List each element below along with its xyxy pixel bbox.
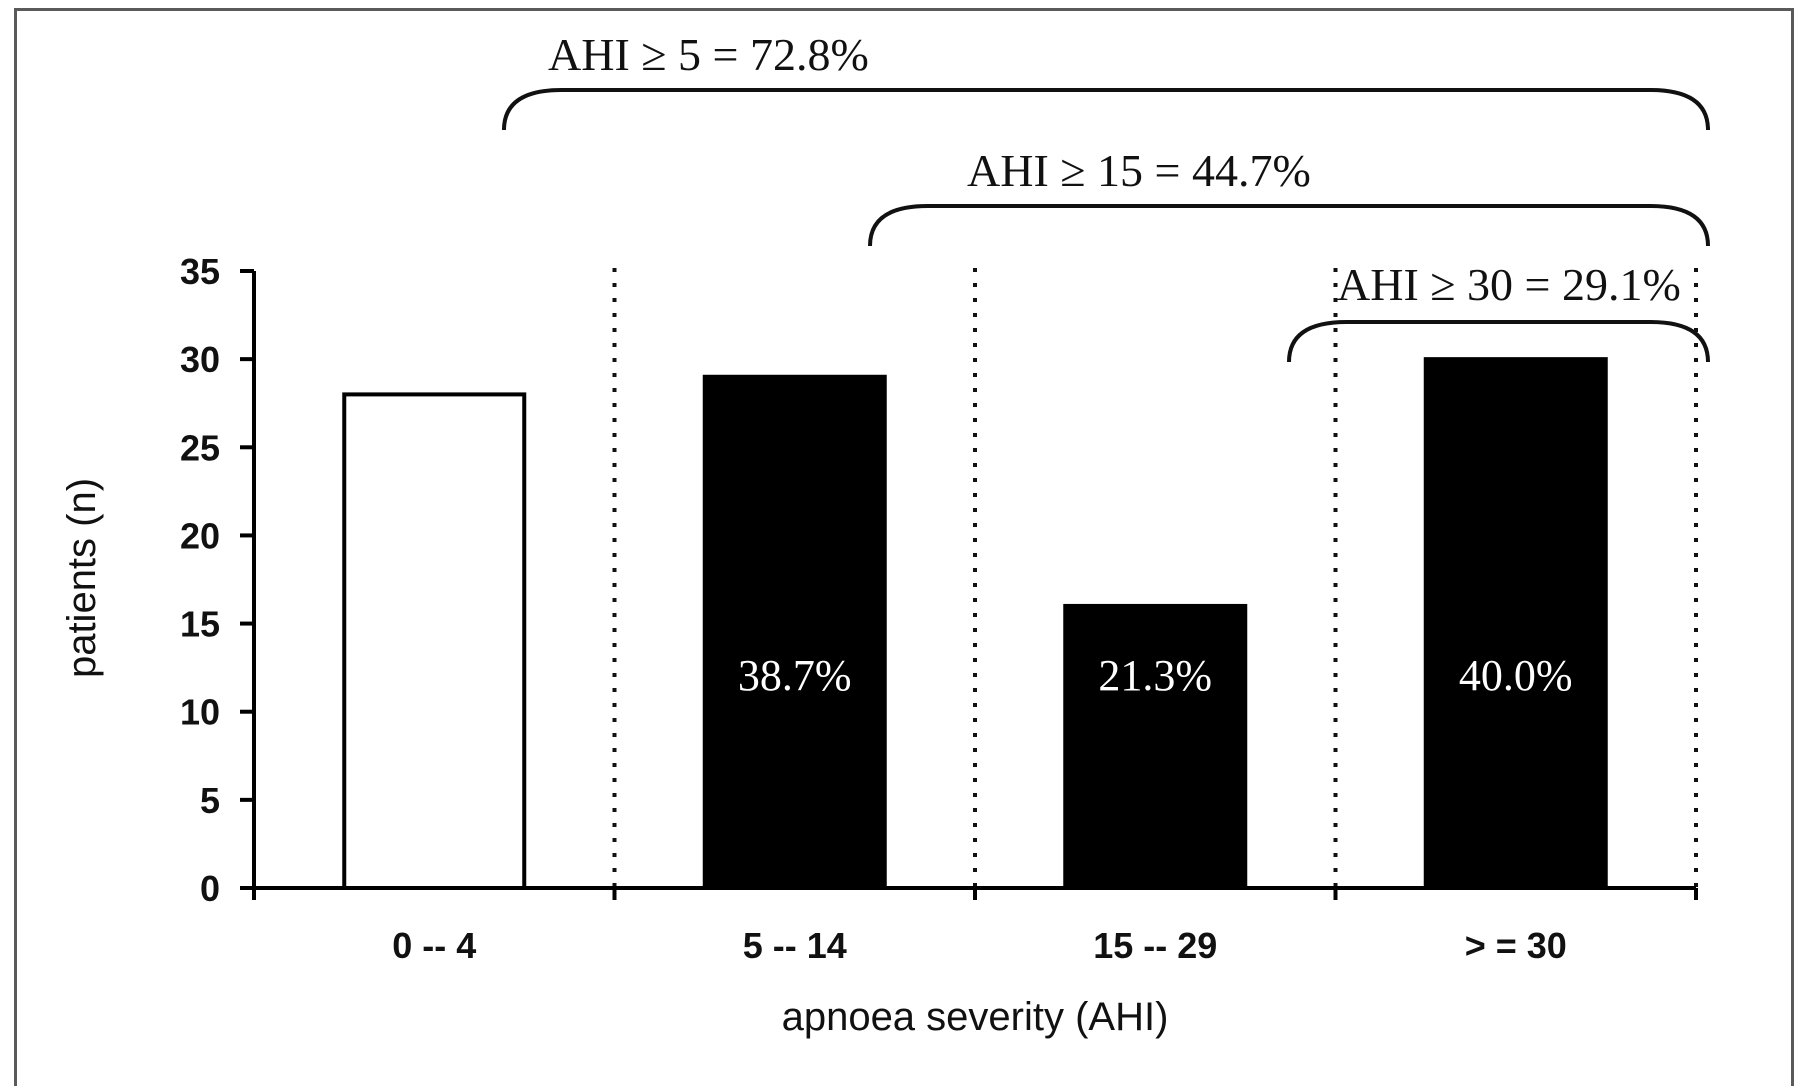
y-axis-title: patients (n) — [60, 478, 104, 678]
y-tick-label: 20 — [180, 515, 220, 556]
y-tick-label: 15 — [180, 604, 220, 645]
bracket-2 — [1287, 320, 1710, 363]
x-tick-label: > = 30 — [1465, 925, 1567, 966]
bracket-0 — [502, 88, 1710, 131]
bar-3 — [1423, 357, 1608, 890]
x-tick-label: 0 -- 4 — [392, 925, 476, 966]
bar-data-label: 21.3% — [1098, 651, 1212, 700]
bracket-label-2: AHI ≥ 30 = 29.1% — [1337, 259, 1681, 310]
y-tick-label: 5 — [200, 780, 220, 821]
bar-data-label: 40.0% — [1459, 651, 1573, 700]
x-axis-title: apnoea severity (AHI) — [782, 995, 1169, 1039]
y-tick-label: 30 — [180, 339, 220, 380]
y-tick-label: 10 — [180, 692, 220, 733]
bar-0 — [342, 392, 527, 890]
bracket-label-1: AHI ≥ 15 = 44.7% — [967, 145, 1311, 196]
bracket-label-0: AHI ≥ 5 = 72.8% — [548, 29, 869, 80]
y-tick-label: 35 — [180, 251, 220, 292]
y-tick-label: 0 — [200, 868, 220, 909]
x-tick-label: 15 -- 29 — [1093, 925, 1217, 966]
bar-data-label: 38.7% — [738, 651, 852, 700]
x-tick-label: 5 -- 14 — [743, 925, 847, 966]
bar-2 — [1063, 603, 1248, 890]
y-tick-label: 25 — [180, 427, 220, 468]
bar-1 — [702, 374, 887, 890]
bracket-1 — [868, 204, 1710, 247]
